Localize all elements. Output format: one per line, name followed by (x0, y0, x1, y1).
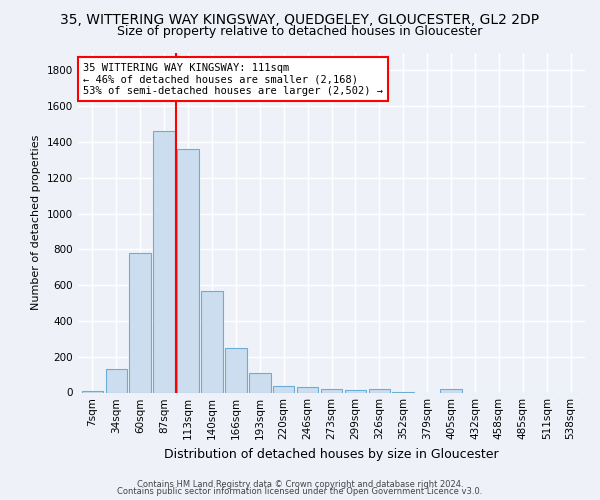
Bar (201, 290, 223, 392)
Text: Contains HM Land Registry data © Crown copyright and database right 2024.: Contains HM Land Registry data © Crown c… (137, 480, 463, 489)
Text: Size of property relative to detached houses in Gloucester: Size of property relative to detached ho… (118, 25, 482, 38)
Bar (130, 253, 151, 392)
Text: Contains public sector information licensed under the Open Government Licence v3: Contains public sector information licen… (118, 487, 482, 496)
Text: 35, WITTERING WAY KINGSWAY, QUEDGELEY, GLOUCESTER, GL2 2DP: 35, WITTERING WAY KINGSWAY, QUEDGELEY, G… (61, 12, 539, 26)
Bar (249, 373, 271, 392)
Bar (368, 389, 390, 392)
Bar (344, 390, 366, 392)
Bar (297, 388, 319, 392)
Bar (321, 389, 342, 392)
Bar (177, 149, 199, 392)
Bar (273, 386, 295, 392)
Bar (106, 369, 127, 392)
Bar (82, 390, 103, 392)
Y-axis label: Number of detached properties: Number of detached properties (31, 135, 41, 310)
X-axis label: Distribution of detached houses by size in Gloucester: Distribution of detached houses by size … (164, 448, 499, 461)
Bar (440, 390, 462, 392)
Bar (225, 348, 247, 393)
Bar (154, 131, 175, 392)
Text: 35 WITTERING WAY KINGSWAY: 111sqm
← 46% of detached houses are smaller (2,168)
5: 35 WITTERING WAY KINGSWAY: 111sqm ← 46% … (83, 62, 383, 96)
